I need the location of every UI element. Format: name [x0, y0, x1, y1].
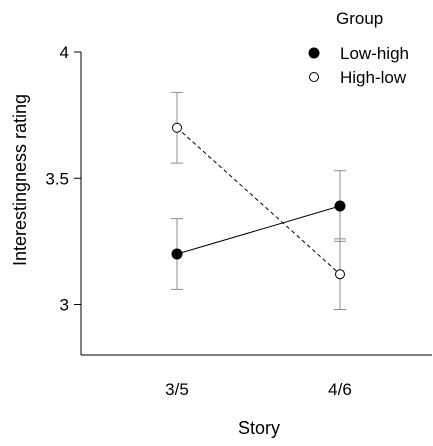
axes — [74, 51, 432, 356]
series-line-low-high — [176, 205, 341, 255]
error-bars — [171, 91, 346, 311]
legend: Group Low-high High-low — [308, 9, 409, 87]
legend-label-low-high: Low-high — [340, 44, 409, 63]
tick-labels: 3 3.5 4 3/5 4/6 — [45, 43, 351, 399]
legend-marker-low-high — [308, 47, 320, 59]
x-tick-label: 3/5 — [165, 380, 189, 399]
series-line-high-low — [176, 127, 341, 275]
y-tick-label: 3 — [60, 296, 69, 315]
y-axis-title: Interestingness rating — [10, 94, 30, 266]
data-point-low-high — [334, 200, 346, 212]
y-tick-label: 4 — [60, 43, 69, 62]
data-point-low-high — [171, 248, 183, 260]
data-point-high-low — [172, 122, 182, 133]
legend-title: Group — [336, 9, 383, 28]
data-point-high-low — [335, 269, 345, 280]
y-tick-label: 3.5 — [45, 169, 69, 188]
legend-marker-high-low — [309, 72, 319, 82]
legend-label-high-low: High-low — [340, 68, 407, 87]
x-tick-label: 4/6 — [328, 380, 352, 399]
data-points — [171, 122, 346, 280]
x-axis-title: Story — [238, 418, 280, 438]
series-lines — [176, 127, 341, 275]
